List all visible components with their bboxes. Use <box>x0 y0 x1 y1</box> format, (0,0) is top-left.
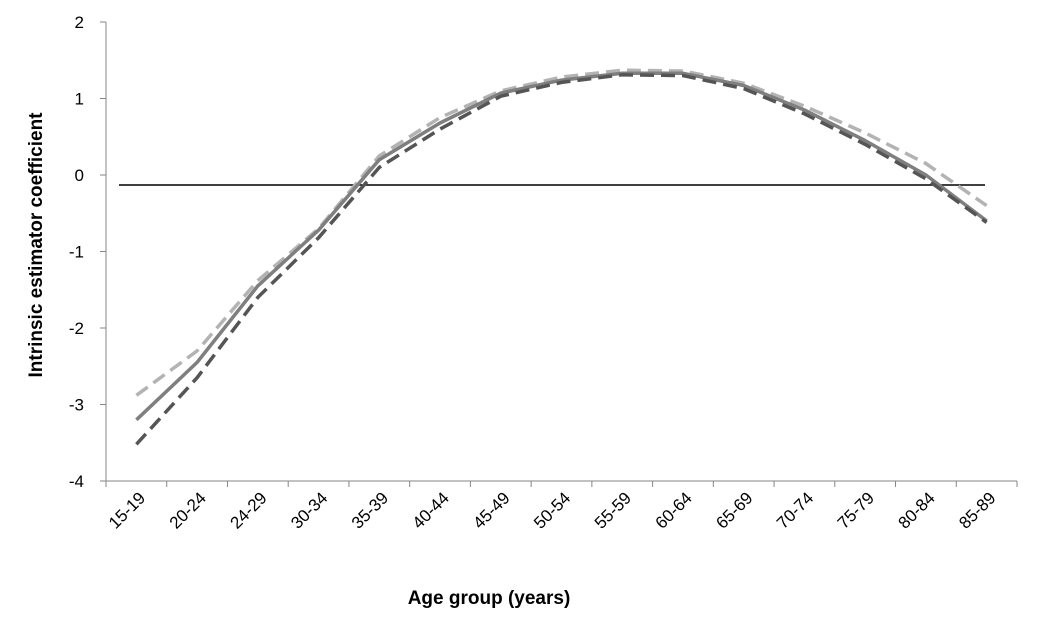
x-tick-label: 40-44 <box>409 488 453 532</box>
y-tick-label: -1 <box>69 243 84 262</box>
series-line-3 <box>135 73 988 446</box>
x-tick-label: 35-39 <box>348 488 392 532</box>
x-tick-label: 70-74 <box>773 488 817 532</box>
x-tick-label: 85-89 <box>955 488 999 532</box>
y-tick-label: 1 <box>75 90 84 109</box>
series-line-2 <box>135 71 988 422</box>
y-tick-label: -2 <box>69 319 84 338</box>
x-tick-label: 50-54 <box>530 488 574 532</box>
y-tick-label: -4 <box>69 472 84 491</box>
x-tick-label: 24-29 <box>226 488 270 532</box>
y-tick-label: 2 <box>75 13 84 32</box>
x-axis-title: Age group (years) <box>408 588 571 609</box>
x-tick-label: 65-69 <box>712 488 756 532</box>
x-tick-label: 60-64 <box>652 488 696 532</box>
series-line-1 <box>135 68 988 397</box>
x-tick-label: 15-19 <box>105 488 149 532</box>
x-tick-label: 20-24 <box>166 488 210 532</box>
x-tick-label: 45-49 <box>469 488 513 532</box>
y-tick-label: 0 <box>75 166 84 185</box>
x-tick-label: 75-79 <box>834 488 878 532</box>
x-tick-label: 30-34 <box>287 488 331 532</box>
x-tick-label: 55-59 <box>591 488 635 532</box>
y-axis-title: Intrinsic estimator coefficient <box>26 112 47 378</box>
x-tick-label: 80-84 <box>895 488 939 532</box>
y-tick-label: -3 <box>69 396 84 415</box>
